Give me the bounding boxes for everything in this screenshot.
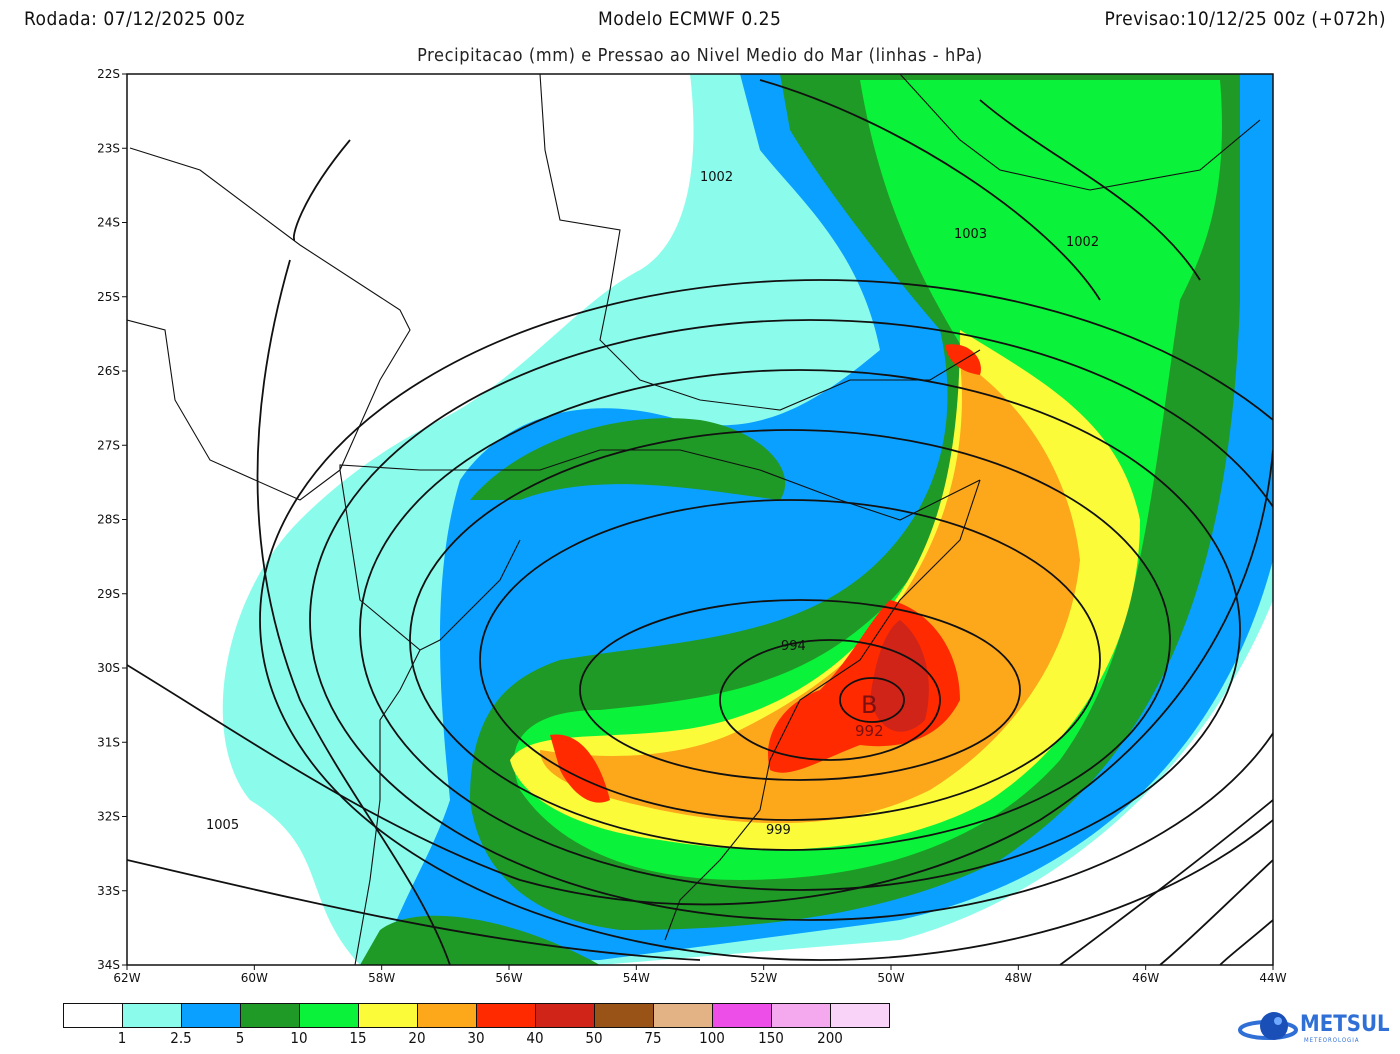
colorbar-label: 200 bbox=[817, 1029, 843, 1047]
lat-label: 25S bbox=[97, 290, 120, 304]
precip-5mm-north bbox=[470, 418, 786, 500]
colorbar-label: 50 bbox=[585, 1029, 603, 1047]
isobar-label: 1003 bbox=[954, 227, 987, 242]
lon-label: 44W bbox=[1259, 971, 1286, 985]
lat-label: 28S bbox=[97, 513, 120, 527]
metsul-logo: METSUL METEOROLOGIA bbox=[1234, 1010, 1394, 1050]
run-time-label: Rodada: 07/12/2025 00z bbox=[24, 8, 245, 30]
colorbar-label: 2.5 bbox=[170, 1029, 192, 1047]
colorbar-swatch bbox=[359, 1004, 418, 1027]
colorbar-label: 75 bbox=[644, 1029, 662, 1047]
lat-label: 32S bbox=[97, 810, 120, 824]
lat-label: 31S bbox=[97, 735, 120, 749]
precip-5mm-south bbox=[360, 915, 600, 965]
colorbar-swatch bbox=[477, 1004, 536, 1027]
lat-label: 33S bbox=[97, 884, 120, 898]
colorbar-label: 30 bbox=[467, 1029, 485, 1047]
colorbar-swatch bbox=[241, 1004, 300, 1027]
borders bbox=[127, 74, 1261, 965]
isobars: 1002 1003 1002 994 992 999 1005 B bbox=[127, 79, 1273, 965]
precip-30mm-west bbox=[550, 734, 610, 803]
colorbar-swatch bbox=[654, 1004, 713, 1027]
lat-label: 23S bbox=[97, 141, 120, 155]
map-subtitle: Precipitacao (mm) e Pressao ao Nivel Med… bbox=[417, 45, 983, 66]
isobar-label: 1002 bbox=[1066, 235, 1099, 250]
colorbar-label: 20 bbox=[408, 1029, 426, 1047]
colorbar-swatch bbox=[595, 1004, 654, 1027]
lat-label: 22S bbox=[97, 67, 120, 81]
colorbar-label: 40 bbox=[526, 1029, 544, 1047]
logo-subtext: METEOROLOGIA bbox=[1304, 1037, 1360, 1044]
precipitation-field bbox=[222, 74, 1273, 965]
colorbar-label: 150 bbox=[758, 1029, 784, 1047]
colorbar-label: 15 bbox=[349, 1029, 367, 1047]
low-pressure-marker: B bbox=[861, 691, 877, 719]
lat-label: 29S bbox=[97, 587, 120, 601]
lon-label: 62W bbox=[113, 971, 140, 985]
colorbar-swatch bbox=[123, 1004, 182, 1027]
lon-label: 58W bbox=[368, 971, 395, 985]
globe-icon bbox=[1238, 1012, 1298, 1040]
lat-label: 34S bbox=[97, 958, 120, 972]
logo-text: METSUL bbox=[1300, 1012, 1390, 1037]
colorbar-swatch bbox=[713, 1004, 772, 1027]
lon-label: 60W bbox=[241, 971, 268, 985]
precipitation-colorbar bbox=[63, 1003, 890, 1028]
colorbar-swatch bbox=[182, 1004, 241, 1027]
colorbar-swatch bbox=[772, 1004, 831, 1027]
colorbar-swatch bbox=[418, 1004, 477, 1027]
isobar-label: 999 bbox=[766, 823, 791, 838]
colorbar-label: 5 bbox=[235, 1029, 245, 1047]
axis-ticks: 22S23S24S25S26S27S28S29S30S31S32S33S34S6… bbox=[97, 67, 1287, 985]
model-label: Modelo ECMWF 0.25 bbox=[598, 8, 782, 30]
lon-label: 56W bbox=[495, 971, 522, 985]
isobar-label: 994 bbox=[781, 639, 806, 654]
isobar-label: 992 bbox=[855, 722, 884, 740]
colorbar-swatch bbox=[831, 1004, 889, 1027]
colorbar-label: 10 bbox=[290, 1029, 308, 1047]
lon-label: 54W bbox=[623, 971, 650, 985]
lat-label: 27S bbox=[97, 438, 120, 452]
colorbar-label: 100 bbox=[699, 1029, 725, 1047]
lat-label: 30S bbox=[97, 661, 120, 675]
colorbar-swatch bbox=[64, 1004, 123, 1027]
colorbar-swatch bbox=[536, 1004, 595, 1027]
lon-label: 46W bbox=[1132, 971, 1159, 985]
isobar-label: 1005 bbox=[206, 818, 239, 833]
isobar-label: 1002 bbox=[700, 170, 733, 185]
colorbar-label: 1 bbox=[117, 1029, 127, 1047]
colorbar-swatch bbox=[300, 1004, 359, 1027]
weather-map: 1002 1003 1002 994 992 999 1005 B 22S 23S… bbox=[97, 67, 1287, 985]
lon-label: 52W bbox=[750, 971, 777, 985]
lon-label: 50W bbox=[877, 971, 904, 985]
lat-label: 26S bbox=[97, 364, 120, 378]
lon-label: 48W bbox=[1005, 971, 1032, 985]
forecast-time-label: Previsao:10/12/25 00z (+072h) bbox=[1104, 8, 1386, 30]
lat-label: 24S bbox=[97, 216, 120, 230]
